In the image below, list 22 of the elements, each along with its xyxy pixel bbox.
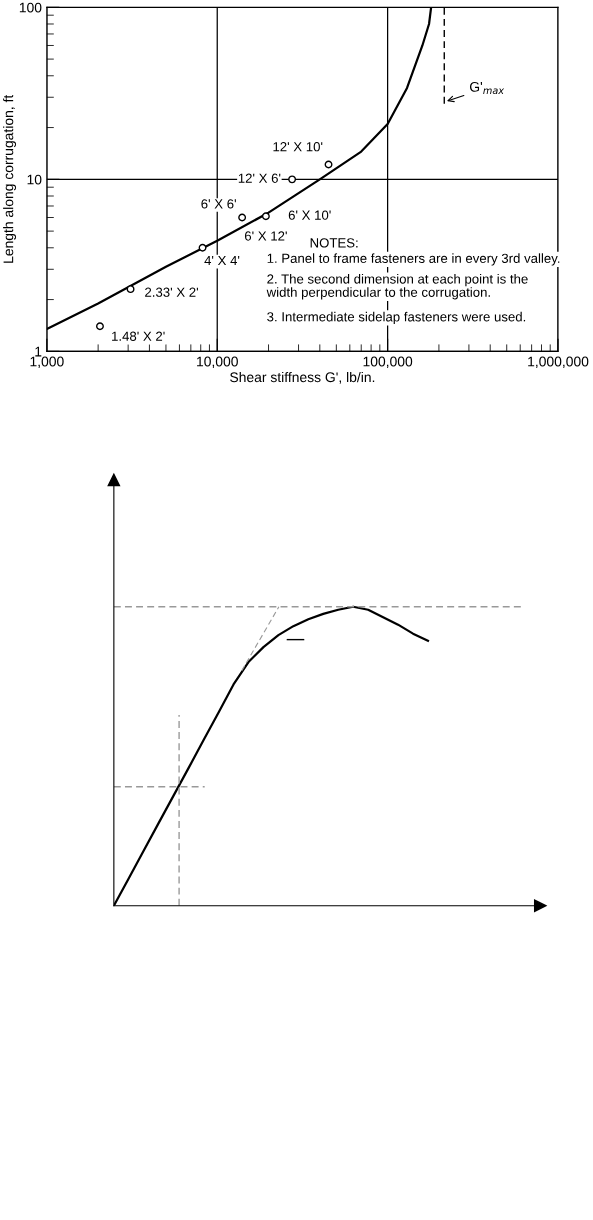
x-tick-label: 10,000 xyxy=(197,356,238,369)
y-tick-label: 100 xyxy=(19,2,42,13)
annotation: 6' X 12' xyxy=(244,231,287,241)
annotation: 3. Intermediate sidelap fasteners were used. xyxy=(267,311,526,325)
annotation: 2. The second dimension at each point is the width perpendicular to the corrugation. xyxy=(266,273,528,300)
annotation: 12' X 6' xyxy=(238,173,281,183)
annotation: 2.33' X 2' xyxy=(145,287,198,297)
y-axis-title: Length along corrugation, ft xyxy=(3,94,17,263)
annotation: 6' X 10' xyxy=(288,210,331,220)
x-tick-label: 1,000,000 xyxy=(528,356,589,369)
annotation: 1. Panel to frame fasteners are in every 3rd valley. xyxy=(267,253,560,266)
annotation: 4' X 4' xyxy=(204,256,240,266)
y-tick-label: 1 xyxy=(35,346,42,357)
annotation: 6' X 6' xyxy=(201,199,236,209)
x-tick-label: 1,000 xyxy=(30,356,64,369)
annotation: NOTES: xyxy=(310,238,358,248)
x-axis-title: Shear stiffness G', lb/in. xyxy=(230,371,375,384)
annotation: 1.48' X 2' xyxy=(112,331,165,341)
ref-line-label: G'$_{max}$ xyxy=(469,81,505,95)
y-tick-label: 10 xyxy=(27,174,42,185)
annotation: 12' X 10' xyxy=(273,142,323,152)
x-tick-label: 100,000 xyxy=(363,356,413,369)
